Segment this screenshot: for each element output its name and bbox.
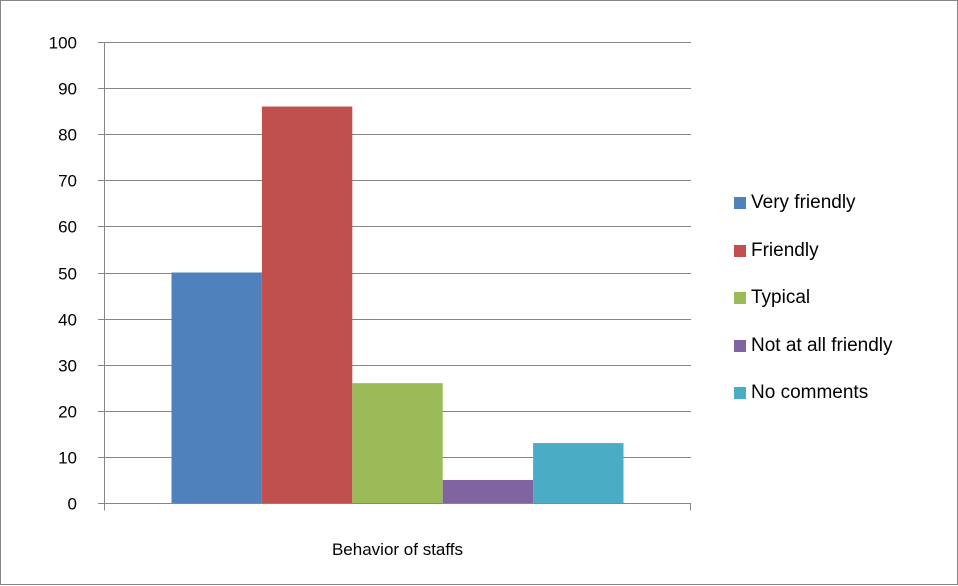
legend-item: Typical xyxy=(734,286,893,310)
legend: Very friendly Friendly Typical Not at all f… xyxy=(734,191,893,429)
x-category-label: Behavior of staffs xyxy=(332,540,463,559)
legend-label: Friendly xyxy=(751,239,819,261)
y-tick-label: 40 xyxy=(58,311,77,330)
legend-item: No comments xyxy=(734,381,893,405)
legend-swatch xyxy=(734,244,746,257)
y-tick-label: 30 xyxy=(58,357,77,376)
y-tick-label: 20 xyxy=(58,403,77,422)
y-tick-label: 80 xyxy=(58,126,77,145)
bars xyxy=(171,106,624,503)
y-tick-label: 10 xyxy=(58,449,77,468)
legend-swatch xyxy=(734,387,746,399)
category-labels: Behavior of staffs xyxy=(332,540,463,559)
legend-item: Not at all friendly xyxy=(734,334,893,358)
y-tick-label: 100 xyxy=(49,34,77,53)
legend-item: Very friendly xyxy=(734,191,893,215)
bar-no-comments xyxy=(533,443,624,503)
bar-very-friendly xyxy=(171,272,262,503)
legend-swatch xyxy=(734,339,746,352)
y-tick-label: 60 xyxy=(58,218,77,237)
bar-typical xyxy=(352,383,443,503)
axes xyxy=(98,42,691,511)
legend-swatch xyxy=(734,197,746,209)
y-tick-labels: 0 10 20 30 40 50 60 70 80 90 100 xyxy=(49,34,77,514)
y-tick-label: 90 xyxy=(58,80,77,99)
legend-swatch xyxy=(734,292,746,304)
legend-label: Not at all friendly xyxy=(751,334,893,356)
bar-friendly xyxy=(261,106,353,503)
y-tick-label: 50 xyxy=(58,265,77,284)
legend-label: Typical xyxy=(751,287,811,308)
bar-not-at-all-friendly xyxy=(442,479,534,503)
y-tick-label: 0 xyxy=(68,495,77,514)
legend-label: Very friendly xyxy=(751,192,856,213)
legend-label: No comments xyxy=(751,382,869,403)
y-tick-label: 70 xyxy=(58,172,77,191)
legend-item: Friendly xyxy=(734,239,893,263)
